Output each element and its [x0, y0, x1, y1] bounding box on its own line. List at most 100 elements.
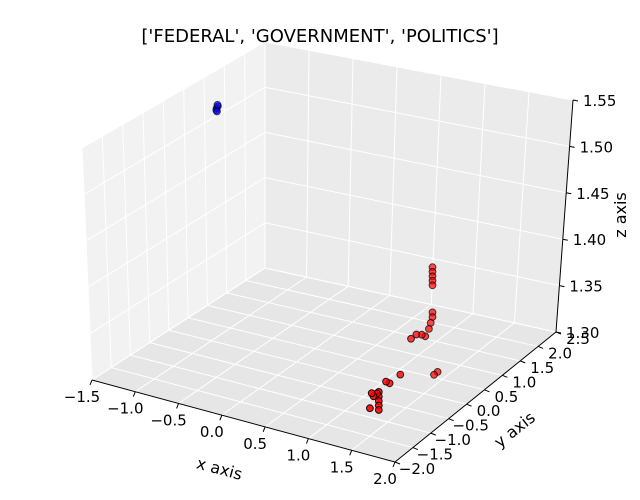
x-tick-mark	[219, 414, 223, 421]
x-tick-mark	[392, 461, 396, 468]
red-point	[425, 325, 433, 333]
grid-line	[87, 177, 266, 288]
z-tick-mark	[569, 145, 575, 148]
y-tick-label: 0.0	[477, 402, 501, 420]
y-tick-label: −1.0	[435, 431, 471, 449]
z-tick-label: 1.35	[569, 278, 602, 296]
grid-line	[308, 313, 474, 439]
x-tick-mark	[132, 391, 136, 397]
z-tick-mark	[562, 238, 568, 241]
grid-line	[81, 41, 266, 149]
chart-title: ['FEDERAL', 'GOVERNMENT', 'POLITICS']	[141, 26, 498, 47]
red-point	[374, 406, 383, 414]
grid-line	[472, 83, 486, 314]
red-point	[428, 281, 437, 290]
z-tick-label: 1.30	[566, 324, 599, 342]
y-tick-label: 1.0	[512, 373, 536, 391]
blue-point	[213, 107, 221, 116]
x-tick-label: 0.0	[200, 423, 224, 441]
red-point	[430, 370, 438, 379]
y-tick-label: −2.0	[399, 460, 435, 478]
x-tick-mark	[349, 450, 353, 456]
grid-line	[244, 53, 247, 281]
grid-line	[264, 41, 574, 101]
x-tick-label: −1.0	[107, 400, 143, 418]
z-tick-mark	[559, 285, 565, 288]
y-tick-mark	[520, 360, 526, 364]
grid-line	[226, 292, 521, 362]
grid-line	[207, 304, 503, 376]
y-axis-line	[394, 331, 557, 463]
grid-line	[91, 267, 266, 381]
left-pane	[82, 42, 265, 380]
y-tick-mark	[394, 461, 401, 465]
y-tick-label: −1.5	[417, 446, 453, 464]
y-tick-mark	[484, 389, 490, 393]
x-tick-label: 2.0	[373, 470, 397, 488]
x-tick-label: −0.5	[150, 411, 186, 429]
red-point	[396, 370, 405, 379]
y-tick-label: 0.5	[495, 388, 519, 406]
grid-line	[135, 276, 307, 393]
grid-line	[351, 322, 515, 451]
grid-line	[178, 285, 349, 404]
x-tick-mark	[305, 438, 309, 444]
z-axis-title: z axis	[611, 192, 630, 238]
z-tick-mark	[566, 192, 572, 195]
z-tick-label: 1.40	[573, 231, 606, 249]
grid-line	[85, 131, 266, 242]
z-tick-mark	[572, 99, 579, 102]
x-tick-label: −1.5	[64, 388, 100, 406]
grid-line	[264, 86, 570, 147]
y-tick-mark	[430, 432, 436, 436]
z-tick-label: 1.50	[580, 138, 613, 156]
z-tick-mark	[555, 331, 562, 334]
grid-line	[347, 58, 354, 287]
x-tick-mark	[89, 379, 93, 386]
y-tick-mark	[412, 447, 419, 451]
grid-line	[513, 91, 530, 323]
z-tick-label: 1.45	[576, 185, 609, 203]
grid-line	[221, 295, 391, 416]
y-tick-label: 2.5	[566, 330, 590, 348]
grid-line	[111, 367, 414, 449]
grid-line	[264, 177, 563, 240]
y-tick-mark	[502, 374, 508, 378]
data-points	[212, 100, 442, 414]
grid-line	[162, 100, 170, 331]
grid-line	[306, 50, 310, 278]
grid-line	[168, 329, 467, 405]
red-point	[407, 334, 415, 343]
grid-line	[264, 222, 560, 287]
red-point	[412, 330, 421, 339]
grid-line	[264, 131, 567, 194]
grid-line	[130, 354, 431, 434]
x-tick-label: 0.5	[243, 435, 267, 453]
red-point	[367, 389, 376, 398]
grid-line	[149, 342, 449, 420]
y-tick-label: 2.0	[548, 344, 572, 362]
red-point	[366, 404, 374, 413]
grid-line	[122, 124, 131, 356]
x-tick-mark	[262, 426, 266, 433]
y-tick-mark	[466, 403, 472, 407]
grid-line	[223, 65, 228, 293]
x-tick-label: 1.5	[330, 458, 354, 476]
grid-line	[183, 89, 189, 318]
z-tick-label: 1.55	[583, 92, 616, 110]
grid-line	[89, 222, 266, 335]
grid-line	[245, 279, 539, 347]
red-point	[382, 377, 390, 386]
floor-pane	[92, 268, 556, 462]
x-axis-line	[91, 379, 396, 463]
x-tick-label: 1.0	[286, 447, 310, 465]
ticks: −1.5−1.0−0.50.00.51.01.52.0−2.0−1.5−1.0−…	[64, 92, 617, 488]
grid-line	[81, 147, 93, 381]
y-tick-mark	[448, 418, 454, 422]
y-tick-label: −0.5	[452, 417, 488, 435]
y-tick-label: 1.5	[530, 359, 554, 377]
grid-line	[83, 86, 266, 195]
back-pane	[265, 42, 573, 332]
grid-line	[101, 136, 112, 368]
